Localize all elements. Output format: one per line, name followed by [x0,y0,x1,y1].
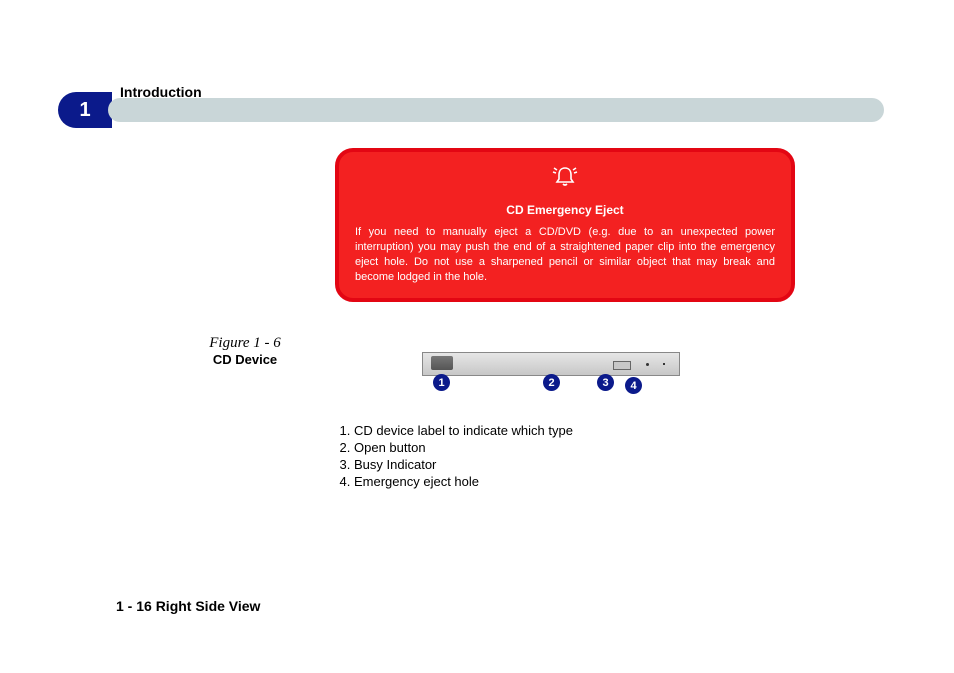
device-label-icon [431,356,453,370]
warning-box: CD Emergency Eject If you need to manual… [335,148,795,302]
page-footer: 1 - 16 Right Side View [116,598,260,614]
legend-item-3: Busy Indicator [354,456,573,473]
legend-item-2: Open button [354,439,573,456]
callout-marker-1: 1 [433,374,450,391]
figure-legend: CD device label to indicate which typeOp… [332,422,573,490]
page-header: 1 Introduction [58,92,884,128]
warning-title: CD Emergency Eject [355,203,775,217]
legend-item-1: CD device label to indicate which type [354,422,573,439]
section-title: Introduction [120,84,202,100]
open-button-icon [613,361,631,370]
figure-label: Figure 1 - 6 CD Device [190,335,300,367]
chapter-tab: 1 [58,92,112,128]
eject-hole-icon [663,363,665,365]
section-bar: Introduction [108,98,884,122]
callout-marker-2: 2 [543,374,560,391]
callout-marker-4: 4 [625,377,642,394]
warning-body: If you need to manually eject a CD/DVD (… [355,225,775,284]
callout-marker-3: 3 [597,374,614,391]
legend-item-4: Emergency eject hole [354,473,573,490]
cd-device-illustration [422,352,680,376]
device-body [422,352,680,376]
alarm-bell-icon [550,164,580,195]
chapter-number: 1 [79,99,90,122]
figure-number: Figure 1 - 6 [190,335,300,352]
busy-indicator-icon [646,363,649,366]
figure-caption: CD Device [190,352,300,367]
